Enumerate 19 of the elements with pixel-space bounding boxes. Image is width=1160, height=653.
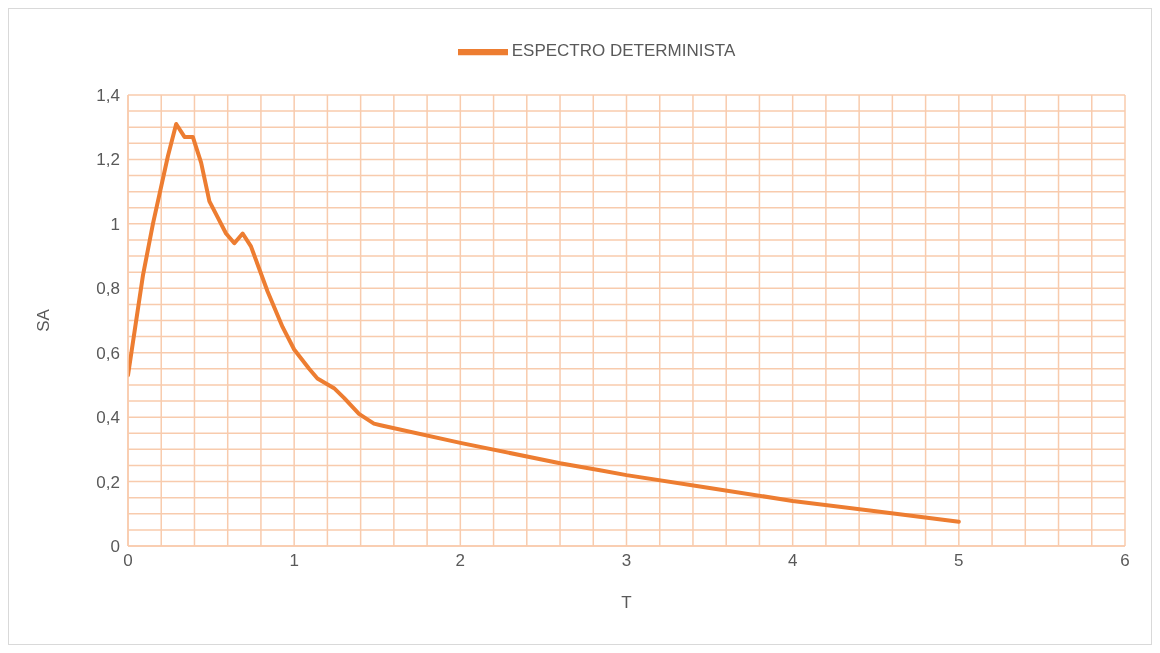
y-tick-label: 1,2 xyxy=(96,150,120,170)
x-tick-label: 6 xyxy=(1120,551,1130,571)
x-axis-title: T xyxy=(621,593,632,612)
y-tick-label: 0 xyxy=(110,537,120,557)
y-tick-label: 0,4 xyxy=(96,408,120,428)
y-tick-label: 0,6 xyxy=(96,343,120,363)
x-tick-label: 5 xyxy=(954,551,964,571)
x-tick-label: 4 xyxy=(787,551,798,571)
x-tick-label: 0 xyxy=(123,551,133,571)
y-tick-label: 0,2 xyxy=(96,472,120,492)
y-axis-title: SA xyxy=(34,308,54,332)
legend-label: ESPECTRO DETERMINISTA xyxy=(511,41,736,61)
y-tick-label: 0,8 xyxy=(96,279,120,299)
x-tick-label: 1 xyxy=(289,551,299,571)
y-tick-label: 1,4 xyxy=(96,86,120,106)
line-series xyxy=(128,121,961,524)
y-tick-label: 1 xyxy=(110,214,120,234)
x-tick-label: 2 xyxy=(455,551,466,571)
x-tick-label: 3 xyxy=(621,551,632,571)
